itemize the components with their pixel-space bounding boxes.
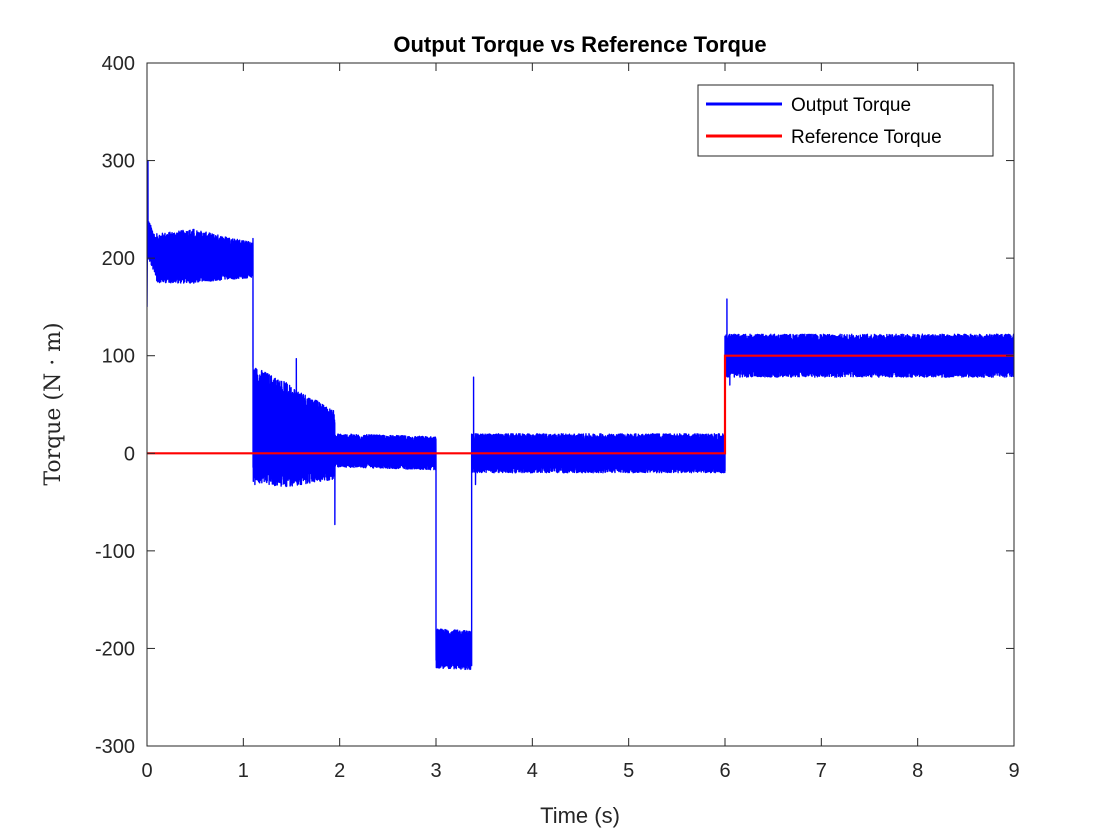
x-tick-label: 0 [141, 760, 152, 782]
x-tick-label: 7 [816, 760, 827, 782]
y-tick-label: -200 [95, 638, 135, 660]
axes-box [146, 62, 1015, 747]
y-axis-label: Torque (N · m) [41, 322, 66, 485]
x-tick-label: 6 [719, 760, 730, 782]
y-tick-label: 200 [102, 248, 135, 270]
series-line-reference-torque [147, 354, 1014, 455]
x-tick-label: 8 [912, 760, 923, 782]
chart-title: Output Torque vs Reference Torque [393, 32, 766, 57]
legend: Output Torque Reference Torque [697, 84, 994, 157]
legend-label-output: Output Torque [791, 95, 911, 116]
x-axis-label: Time (s) [540, 803, 620, 828]
x-tick-label: 5 [623, 760, 634, 782]
x-tick-label: 1 [238, 760, 249, 782]
x-tick-label: 2 [334, 760, 345, 782]
x-tick-label: 9 [1008, 760, 1019, 782]
plot-data-group [147, 159, 1014, 671]
x-tick-label: 4 [527, 760, 538, 782]
series-layer [147, 159, 1014, 671]
y-tick-label: 400 [102, 53, 135, 75]
y-tick-label: 0 [124, 443, 135, 465]
y-tick-label: 300 [102, 151, 135, 173]
legend-box [697, 84, 994, 157]
y-tick-label: -300 [95, 736, 135, 758]
x-tick-label: 3 [430, 760, 441, 782]
y-tick-label: -100 [95, 541, 135, 563]
y-tick-label: 100 [102, 346, 135, 368]
legend-label-reference: Reference Torque [791, 127, 942, 148]
axes: 0 1 2 3 4 5 6 7 8 9 400 300 200 100 0 -100 -200 -300 [95, 53, 1020, 782]
